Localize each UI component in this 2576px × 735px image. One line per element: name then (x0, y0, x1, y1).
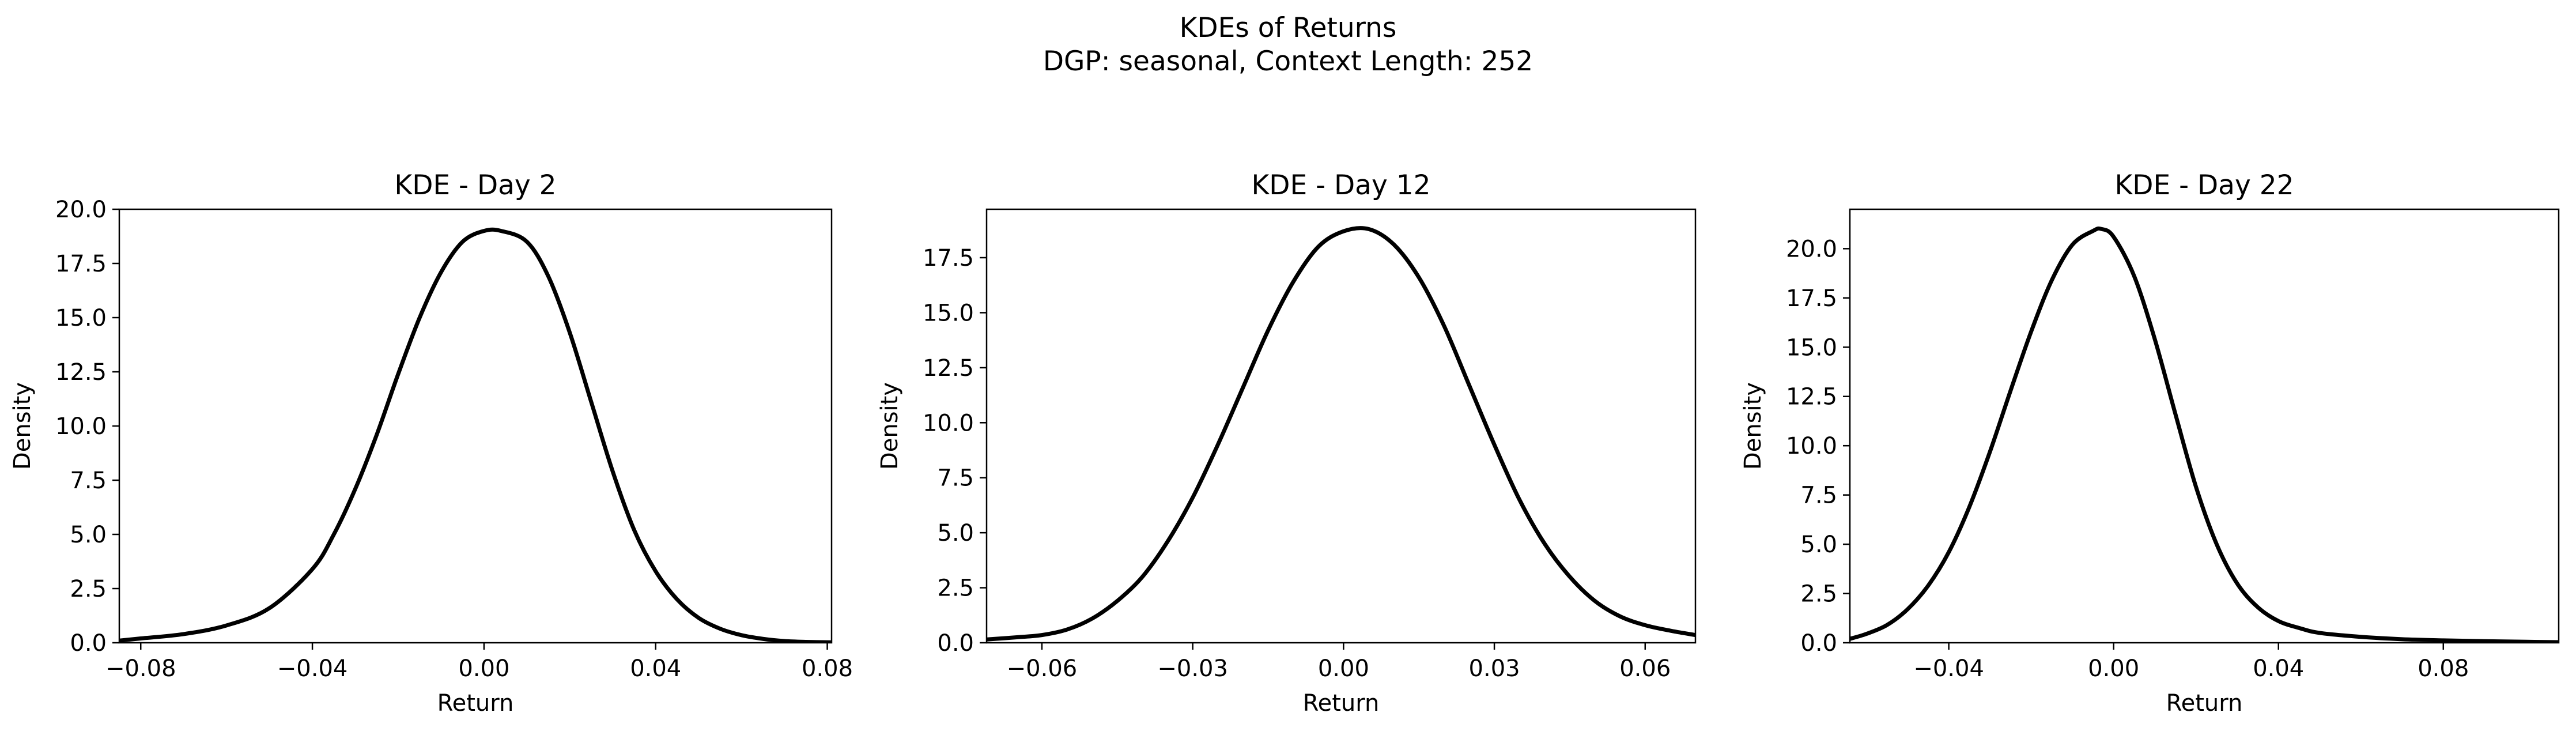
axes-frame (1849, 208, 2560, 644)
x-axis-label: Return (2166, 690, 2243, 717)
subplot-2: −0.06 −0.03 0.00 0.03 0.06 0.0 2.5 5.0 7.5 10.0 12… (877, 169, 1697, 717)
y-tick-label: 20.0 (1786, 236, 1837, 262)
y-tick-label: 0.0 (937, 630, 974, 657)
subplot-title: KDE - Day 22 (2114, 169, 2294, 201)
y-tick-label: 20.0 (55, 197, 107, 223)
y-axis-label: Density (877, 382, 903, 470)
x-tick-label: 0.06 (1619, 655, 1671, 682)
x-tick-label: −0.04 (1913, 655, 1984, 682)
y-tick-label: 17.5 (923, 245, 974, 272)
y-tick-label: 10.0 (55, 413, 107, 440)
kde-curve-3-1 (1850, 226, 2559, 643)
x-axis-label: Return (437, 690, 514, 717)
y-tick-label: 5.0 (70, 522, 107, 548)
x-tick-label: 0.04 (630, 655, 681, 682)
x-tick-label: −0.03 (1157, 655, 1228, 682)
y-tick-label: 2.5 (937, 575, 974, 602)
y-tick-label: 0.0 (70, 630, 107, 657)
axes-frame (985, 208, 1697, 644)
x-tick-label: 0.00 (1318, 655, 1369, 682)
y-tick-label: 15.0 (1786, 334, 1837, 361)
figure-title-line-2: DGP: seasonal, Context Length: 252 (1043, 46, 1533, 77)
x-tick-label: 0.08 (802, 655, 853, 682)
y-tick-label: 7.5 (70, 468, 107, 494)
y-tick-label: 17.5 (1786, 285, 1837, 312)
y-axis-label: Density (9, 382, 36, 470)
x-tick-label: −0.04 (277, 655, 348, 682)
x-tick-label: −0.08 (105, 655, 176, 682)
y-tick-label: 7.5 (1800, 483, 1837, 509)
subplot-3: −0.04 0.00 0.04 0.08 0.0 2.5 5.0 7.5 10.0 12.5 15.… (1740, 169, 2560, 717)
figure-title-line-1: KDEs of Returns (1179, 12, 1397, 44)
y-tick-label: 5.0 (1800, 532, 1837, 558)
x-tick-label: −0.06 (1007, 655, 1078, 682)
figure-title: KDEs of Returns DGP: seasonal, Context L… (0, 12, 2576, 78)
x-axis-label: Return (1303, 690, 1380, 717)
kde-curve-1-1 (119, 227, 832, 643)
y-tick-label: 0.0 (1800, 630, 1837, 657)
x-tick-label: 0.00 (458, 655, 509, 682)
y-tick-label: 10.0 (923, 410, 974, 436)
kde-curve-2-1 (987, 226, 1695, 642)
subplot-1: −0.08 −0.04 0.00 0.04 0.08 0.0 2.5 5.0 7.5 10.0 12… (9, 169, 853, 717)
y-tick-label: 2.5 (1800, 581, 1837, 608)
subplot-title: KDE - Day 2 (394, 169, 556, 201)
y-tick-label: 15.0 (923, 300, 974, 326)
x-tick-label: 0.03 (1469, 655, 1520, 682)
x-tick-label: 0.08 (2418, 655, 2469, 682)
y-tick-label: 12.5 (55, 359, 107, 386)
y-tick-label: 7.5 (937, 465, 974, 492)
y-tick-label: 10.0 (1786, 433, 1837, 459)
x-tick-label: 0.04 (2253, 655, 2304, 682)
y-tick-label: 12.5 (923, 355, 974, 382)
y-tick-label: 12.5 (1786, 384, 1837, 410)
y-axis-label: Density (1740, 382, 1766, 470)
y-tick-label: 17.5 (55, 251, 107, 277)
y-tick-label: 2.5 (70, 576, 107, 602)
x-tick-label: 0.00 (2088, 655, 2139, 682)
subplot-title: KDE - Day 12 (1251, 169, 1430, 201)
y-tick-label: 5.0 (937, 520, 974, 546)
y-tick-label: 15.0 (55, 305, 107, 331)
axes-frame (118, 208, 833, 644)
